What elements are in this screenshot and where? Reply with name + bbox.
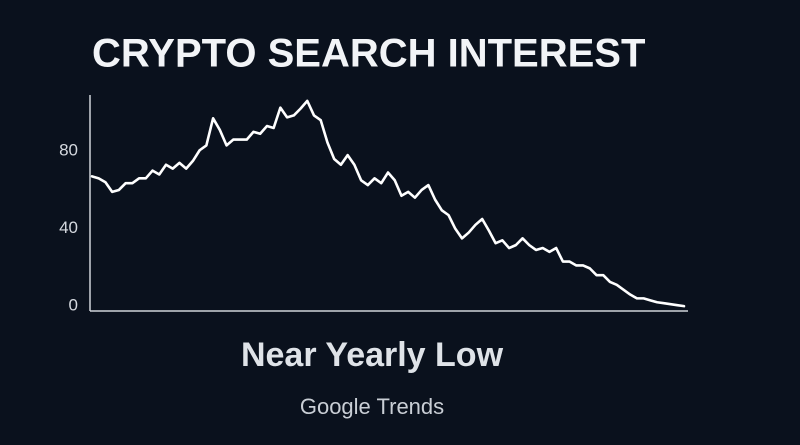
y-tick-label: 80 [59,141,78,160]
y-tick-label: 40 [59,218,78,237]
y-tick-label: 0 [69,295,78,314]
subtitle: Near Yearly Low [241,336,504,374]
line [90,99,686,308]
source: Google Trends [300,394,444,419]
chart-title: CRYPTO SEARCH INTEREST [92,32,645,76]
